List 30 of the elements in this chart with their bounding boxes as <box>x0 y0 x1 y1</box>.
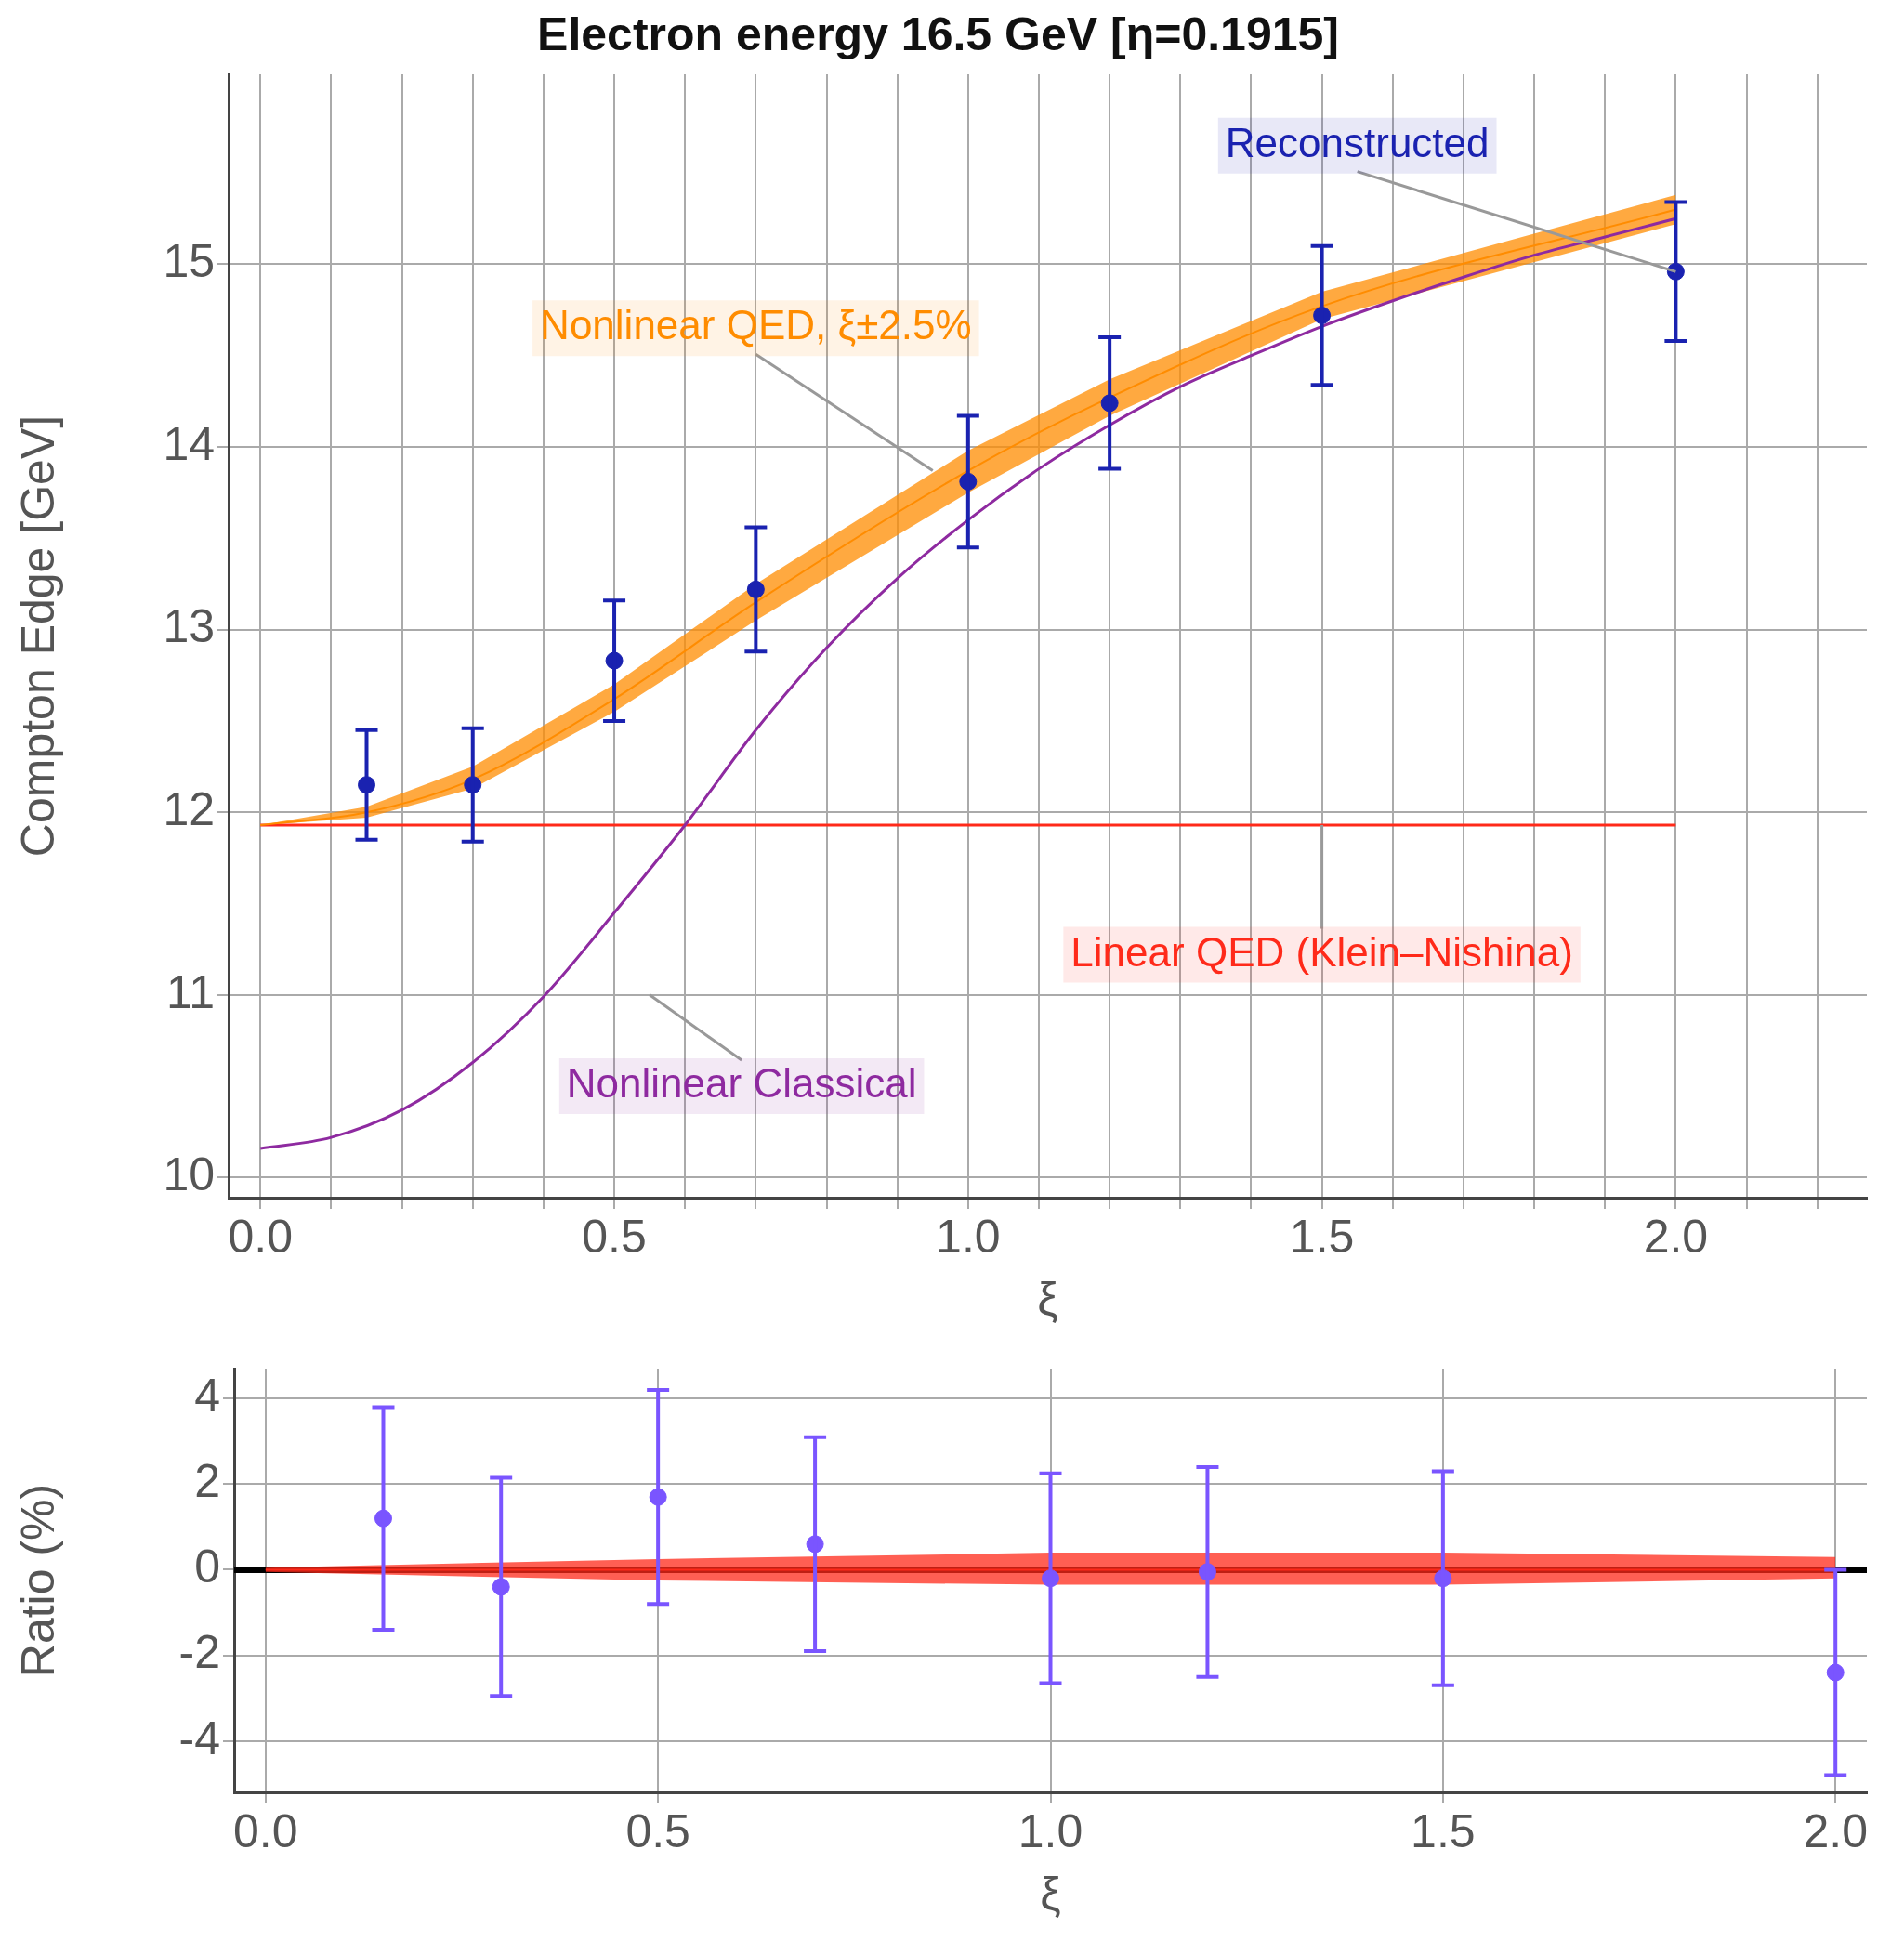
y-axis-title: Compton Edge [GeV] <box>11 414 64 858</box>
y-axis-title: Ratio (%) <box>11 1483 64 1678</box>
x-tick-label: 2.0 <box>1643 1210 1709 1263</box>
y-tick-label: 0 <box>194 1541 220 1593</box>
y-tick-label: 10 <box>163 1148 215 1201</box>
x-tick-label: 1.5 <box>1411 1804 1476 1857</box>
y-tick-label: 15 <box>163 235 215 288</box>
x-tick-label: 0.5 <box>625 1804 690 1857</box>
y-tick-label: 2 <box>194 1455 220 1508</box>
y-tick-label: 4 <box>194 1370 220 1423</box>
text: Linear QED (Klein–Nishina) <box>1070 928 1573 975</box>
x-axis-title: ξ <box>1037 1272 1058 1325</box>
y-tick-label: -4 <box>178 1711 220 1764</box>
chart-title: Electron energy 16.5 GeV [η=0.1915] <box>537 7 1339 60</box>
y-tick-label: -2 <box>178 1626 220 1679</box>
x-tick-label: 2.0 <box>1803 1804 1868 1857</box>
series-label: Nonlinear Classical <box>566 1060 917 1107</box>
x-tick-label: 0.5 <box>582 1210 647 1263</box>
y-tick-label: 13 <box>163 600 215 653</box>
x-tick-label: 0.0 <box>233 1804 298 1857</box>
x-axis-title: ξ <box>1040 1867 1061 1920</box>
x-tick-label: 1.5 <box>1289 1210 1355 1263</box>
y-tick-label: 12 <box>163 782 215 835</box>
text: Nonlinear QED, ξ±2.5% <box>540 302 972 348</box>
text: Reconstructed <box>1225 119 1490 165</box>
y-tick-label: 11 <box>166 965 215 1018</box>
x-tick-label: 0.0 <box>228 1210 294 1263</box>
x-tick-label: 1.0 <box>936 1210 1001 1263</box>
y-tick-label: 14 <box>163 417 215 470</box>
x-tick-label: 1.0 <box>1018 1804 1083 1857</box>
